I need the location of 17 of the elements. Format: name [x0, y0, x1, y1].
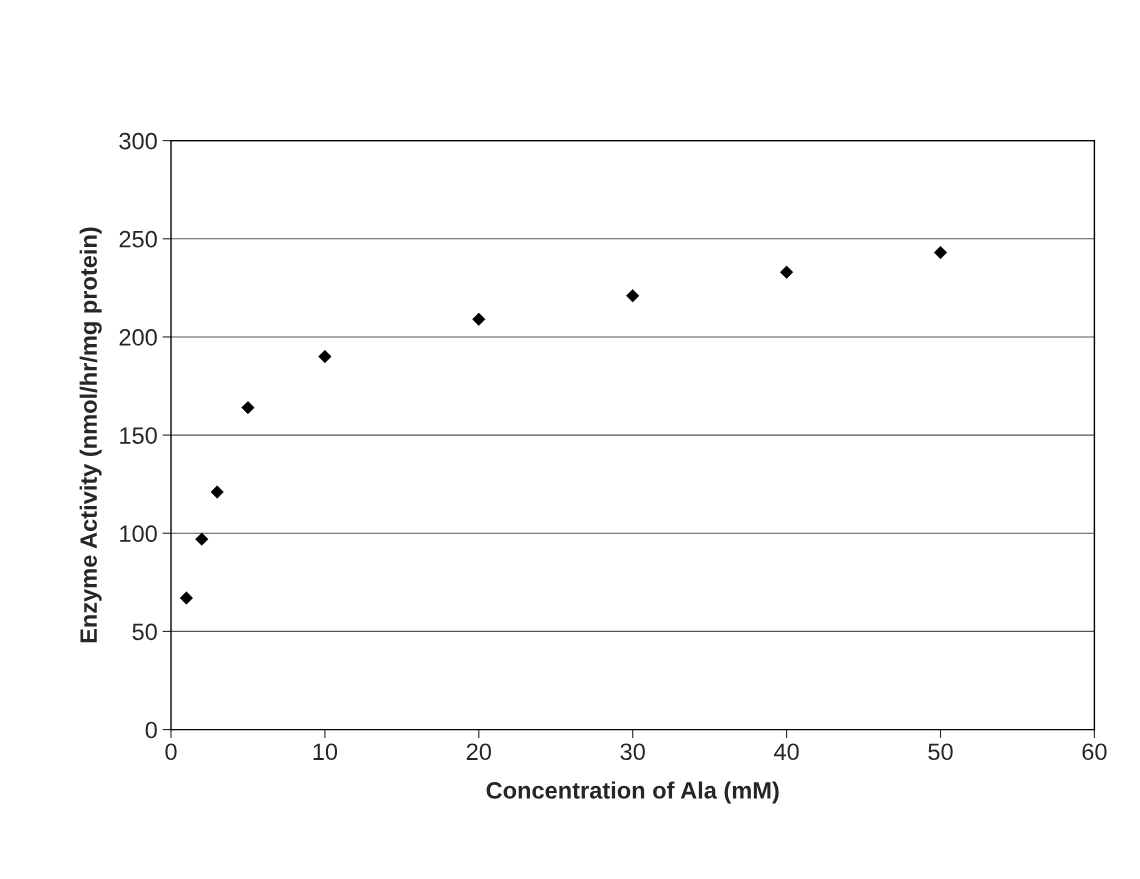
x-tick-label: 50: [928, 743, 953, 761]
y-axis-title: Enzyme Activity (nmol/hr/mg protein): [79, 227, 102, 643]
y-tick-label: 250: [119, 230, 157, 248]
x-tick-label: 40: [774, 743, 799, 761]
x-tick-label: 30: [620, 743, 645, 761]
x-axis-title: Concentration of Ala (mM): [486, 781, 779, 804]
x-tick-label: 60: [1082, 743, 1107, 761]
y-tick-label: 50: [132, 623, 157, 641]
point: [210, 485, 224, 499]
y-tick-label: 150: [120, 427, 157, 444]
x-tick-label: 10: [313, 743, 338, 761]
x-tick-label: 20: [466, 743, 492, 761]
x-tick-label: 0: [165, 743, 177, 761]
y-tick-label: 100: [120, 525, 157, 543]
y-tick-label: 300: [119, 132, 157, 150]
y-tick-label: 0: [145, 721, 157, 739]
y-tick-label: 200: [119, 329, 157, 346]
